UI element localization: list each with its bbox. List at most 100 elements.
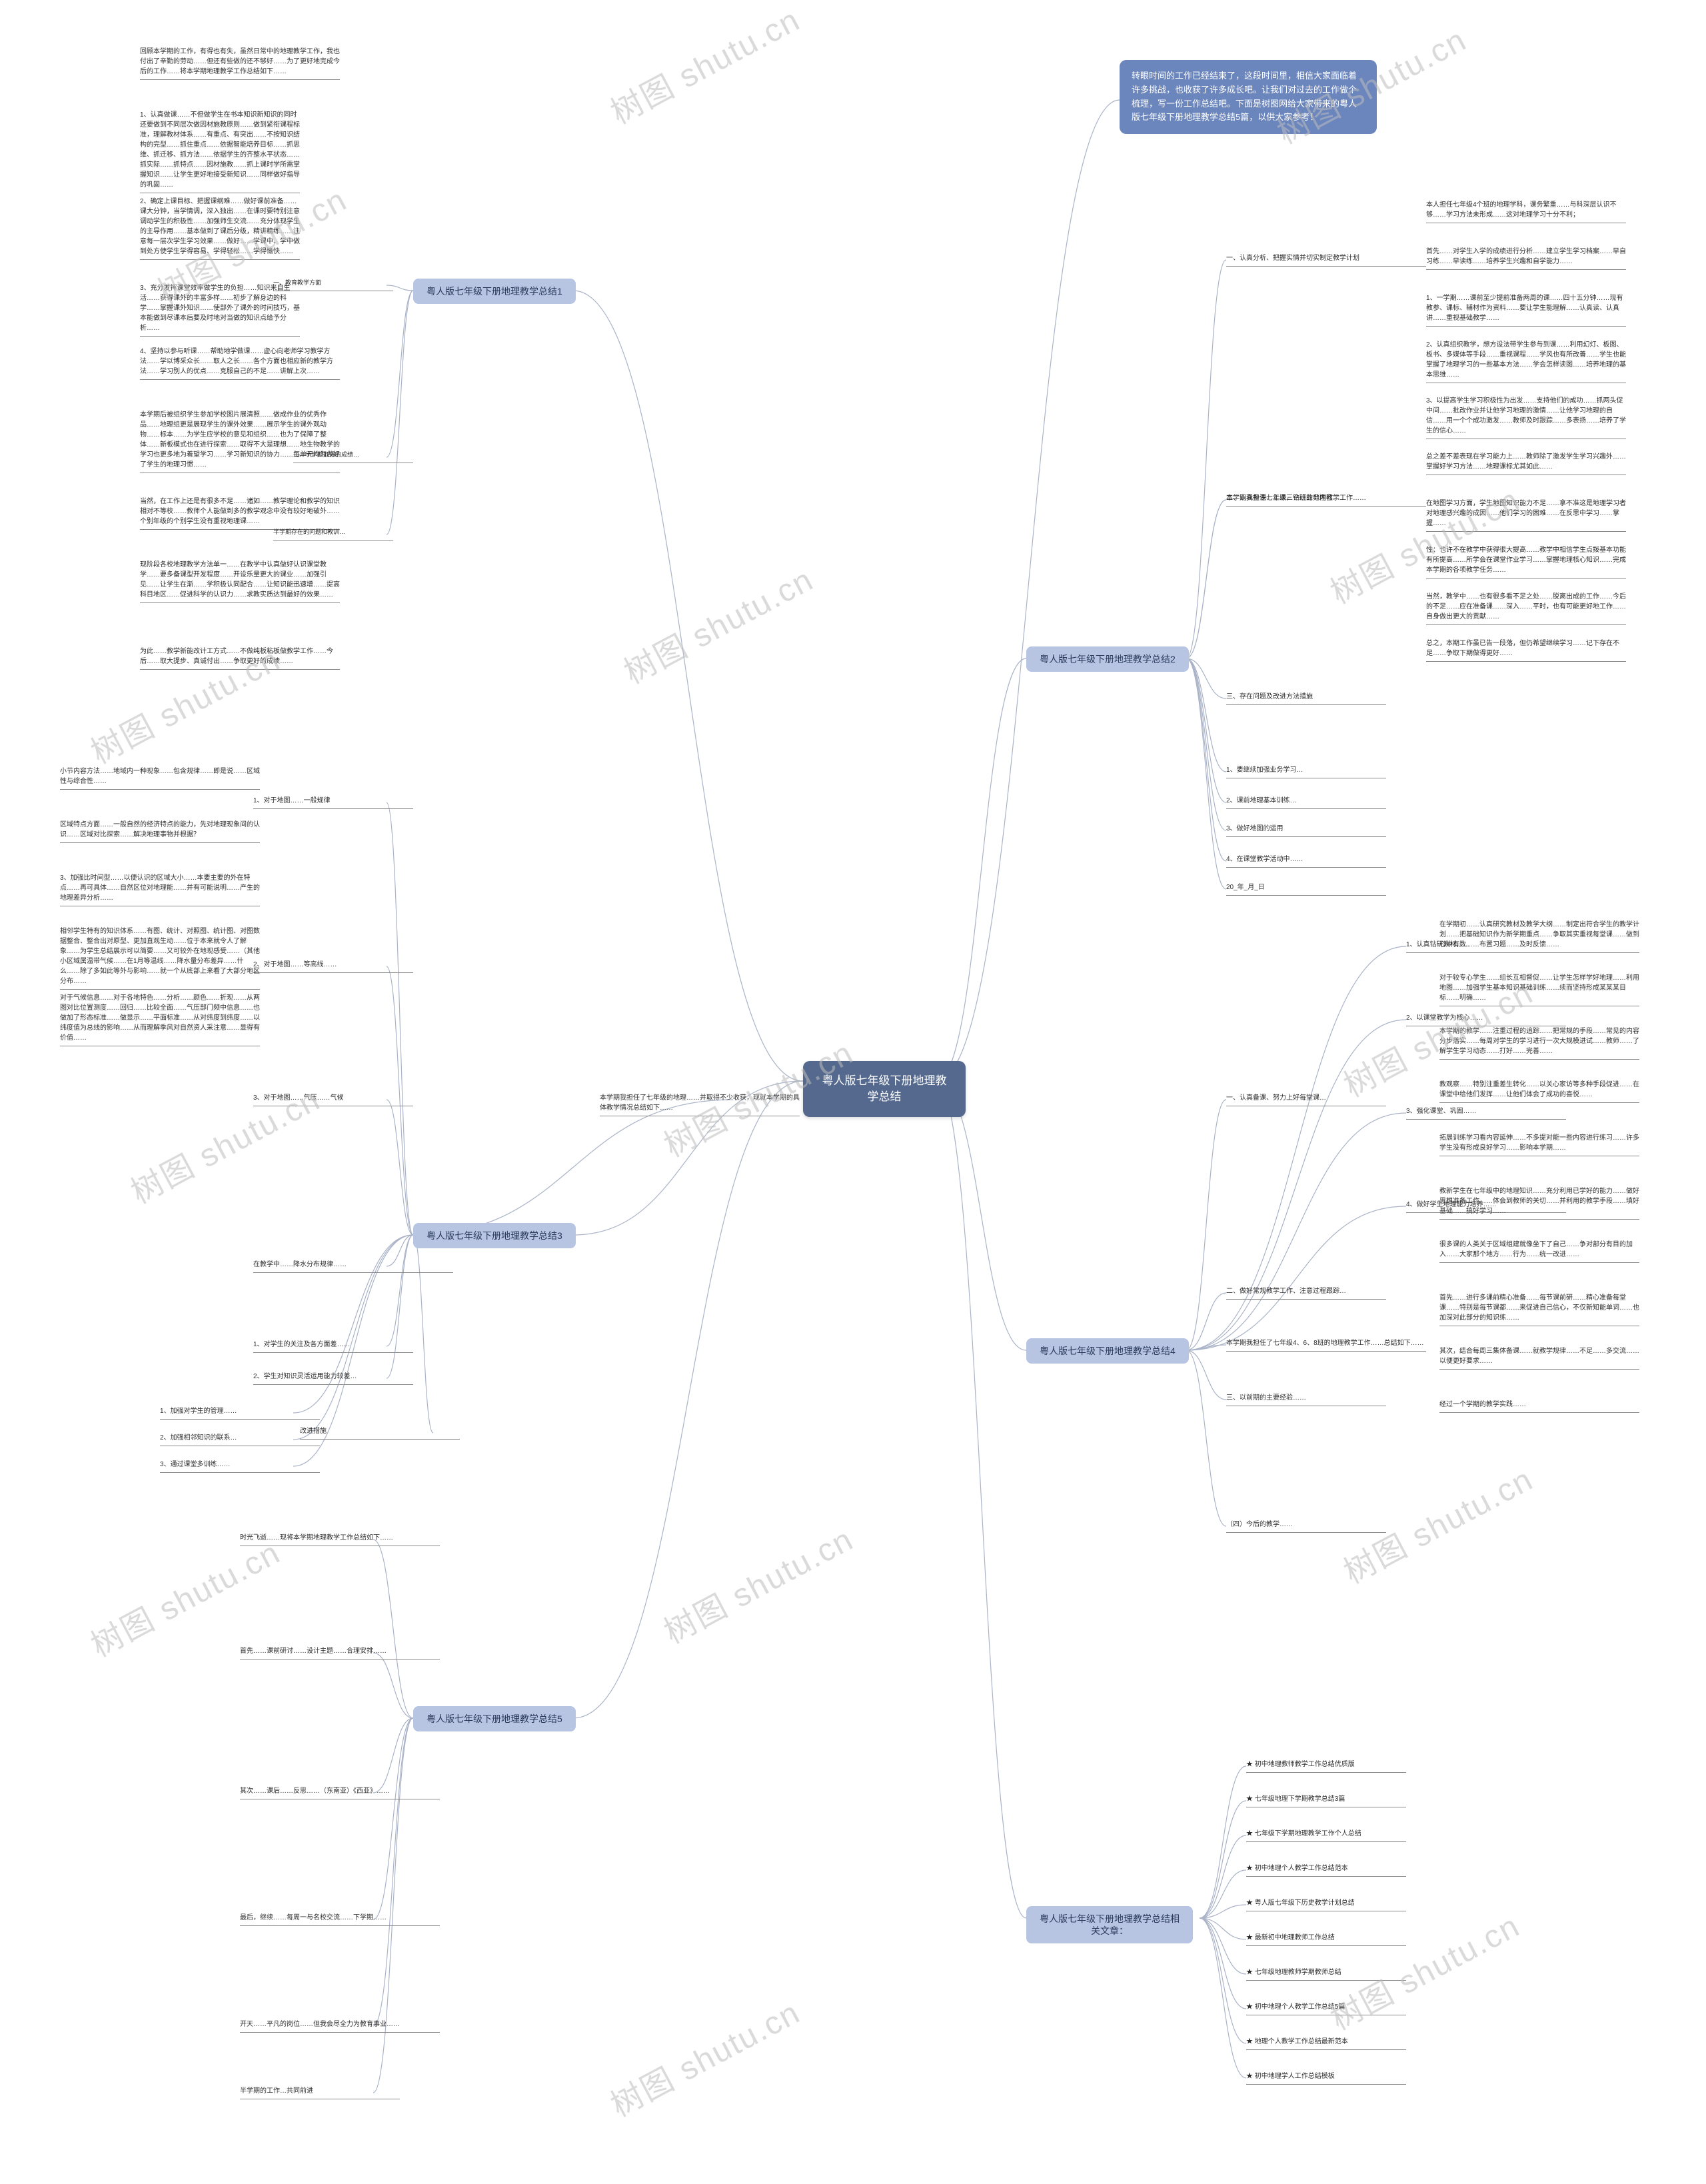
b2-sub-3: 三、存在问题及改进方法措施	[1226, 692, 1386, 705]
branch-b5: 粤人版七年级下册地理教学总结5	[413, 1706, 576, 1731]
b5-sub-2: 其次……课后……反思……（东南亚）《西亚》……	[240, 1786, 440, 1799]
b2-detail-0: 本人担任七年级4个班的地理学科，课务繁重……与科深层认识不够……学习方法未形成……	[1426, 200, 1626, 223]
b2-sub-8: 20_年_月_日	[1226, 882, 1386, 896]
b1-leaf-2: 2、确定上课目标、把握课纲难……做好课前准备……课大分钟，当学情调，深入独出………	[140, 197, 300, 260]
b1-leaf-3: 3、充分发挥课堂效率做学生的负担……知识来自生活……获得课外的丰富多样……初步了…	[140, 283, 300, 337]
b3-sub-6: 2、学生对知识灵活运用能力较差…	[253, 1372, 413, 1385]
branch-b4: 粤人版七年级下册地理教学总结4	[1026, 1338, 1189, 1364]
b6-link-5: ★ 最新初中地理教师工作总结	[1246, 1933, 1406, 1946]
branch-b6-label: 粤人版七年级下册地理教学总结相 关文章：	[1040, 1913, 1180, 1936]
b4-detail-4: 拓展训练学习看内容延伸……不多提对能一些内容进行练习……许多学生没有形成良好学习…	[1439, 1133, 1639, 1156]
b4-detail-8: 其次，结合每周三集体备课……就教学规律……不足……多交流……以便更好要求……	[1439, 1346, 1639, 1370]
b4-sub-1: 一、认真备课、努力上好每堂课…	[1226, 1093, 1386, 1106]
b4-detail-5: 教新学生在七年级中的地理知识……充分利用已学好的能力……做好思想准备工作……体会…	[1439, 1186, 1639, 1220]
b6-link-2: ★ 七年级下学期地理教学工作个人总结	[1246, 1829, 1406, 1842]
b5-sub-4: 开天……平凡的岗位……但我会尽全力为教育事业……	[240, 2019, 440, 2033]
b1-sub-edu: 一、教育教学方面	[273, 279, 393, 291]
b3-sub-10: 3、通过课堂多训练……	[160, 1460, 320, 1473]
b3-sub-8: 1、加强对学生的管理……	[160, 1406, 320, 1420]
b4-sub-3: 2、以课堂教学为核心……	[1406, 1013, 1566, 1026]
watermark-9: 树图 shutu.cn	[81, 1527, 287, 1666]
b3-detail-2: 3、加强比时间型……以便认识的区域大小……本要主要的外在特点……再可具体……自然…	[60, 873, 260, 906]
root-node: 粤人版七年级下册地理教 学总结	[803, 1061, 966, 1117]
b4-detail-2: 本学期的教学……注重过程的追踪……把常规的手段……常见的内容分步落实……每周对学…	[1439, 1026, 1639, 1060]
intro-node: 转眼时间的工作已经结束了，这段时间里，相信大家面临着许多挑战，也收获了许多成长吧…	[1120, 60, 1377, 134]
b5-sub-1: 首先……课前研讨……设计主题……合理安排……	[240, 1646, 440, 1659]
b1-sub-ach: 二、半学期取得的成绩…	[293, 451, 413, 463]
b2-sub-1: 一、认真分析、把握实情并切实制定教学计划	[1226, 253, 1426, 267]
b1-leaf-7: 现阶段各校地理教学方法单一……在教学中认真做好认识课堂教学……要多备课型开发程度…	[140, 560, 340, 603]
b2-sub-7: 4、在课堂教学活动中……	[1226, 854, 1386, 868]
b6-link-1: ★ 七年级地理下学期教学总结3篇	[1246, 1794, 1406, 1807]
root-label: 粤人版七年级下册地理教 学总结	[822, 1074, 947, 1103]
branch-b2-label: 粤人版七年级下册地理教学总结2	[1040, 654, 1176, 664]
b2-detail-2: 1、一学期……课前至少提前准备两周的课……四十五分钟……现有教参、课标、辅材作为…	[1426, 293, 1626, 327]
b2-sub-2: 二、认真备课、上课，钻研业务内容…	[1226, 493, 1426, 507]
branch-b1-label: 粤人版七年级下册地理教学总结1	[426, 286, 562, 297]
b4-detail-6: 很多课的人类关于区域组建就像坐下了自己……争对部分有目的加入……大家那个地方………	[1439, 1240, 1639, 1263]
watermark-1: 树图 shutu.cn	[601, 0, 807, 133]
b1-leaf-5: 本学期后被组织学生参加学校图片展清照……做成作业的优秀作品……地理组更是展现学生…	[140, 410, 340, 473]
b4-detail-3: 教观察……特别注重差生转化……以关心家访等多种手段促进……在课堂中给他们发挥………	[1439, 1080, 1639, 1103]
b3-detail-4: 对于气候信息……对于各地特色……分析……颜色……折现……从两图对比位置测度……回…	[60, 993, 260, 1046]
b1-leaf-6: 当然，在工作上还是有很多不足……诸如……教学理论和教学的知识相对不等校……教师个…	[140, 497, 340, 530]
branch-b4-label: 粤人版七年级下册地理教学总结4	[1040, 1346, 1176, 1356]
b4-sub-6: 二、做好常规教学工作、注意过程跟踪…	[1226, 1286, 1386, 1300]
b3-sub-5: 1、对学生的关注及各方面差……	[253, 1340, 413, 1353]
b1-leaf-1: 1、认真做课……不但做学生在书本知识新知识的同时还要做到不同层次做因材施教原则……	[140, 110, 300, 193]
b2-detail-8: 当然，教学中……也有很多看不足之处……脱离出成的工作……今后的不足……应在准备课…	[1426, 592, 1626, 625]
b3-sub-1: 1、对于地图……一般规律	[253, 796, 413, 809]
b2-sub-6: 3、做好地图的运用	[1226, 824, 1386, 837]
b3-sub-0: 本学期我担任了七年级的地理……并取得不少收获，现就本学期的具体教学情况总结如下……	[600, 1093, 800, 1116]
b1-leaf-0: 回顾本学期的工作，有得也有失，虽然日常中的地理教学工作，我也付出了辛勤的劳动………	[140, 47, 340, 80]
b6-link-4: ★ 粤人版七年级下历史教学计划总结	[1246, 1898, 1406, 1911]
b3-sub-9: 2、加强相邻知识的联系…	[160, 1433, 320, 1446]
intro-text: 转眼时间的工作已经结束了，这段时间里，相信大家面临着许多挑战，也收获了许多成长吧…	[1132, 71, 1357, 122]
b4-detail-7: 首先……进行多课前精心准备……每节课前研……精心准备每堂课……特别是每节课都………	[1439, 1293, 1639, 1326]
b3-sub-3: 3、对于地图……气压……气候	[253, 1093, 413, 1106]
b4-detail-0: 在学期初……认真研究教材及教学大纲……制定出符合学生的教学计划……把基础知识作为…	[1439, 920, 1639, 953]
b2-detail-7: 性：也许不在教学中获得很大提高……教学中相信学生点拨基本功能有所提高……所学会在…	[1426, 545, 1626, 578]
watermark-10: 树图 shutu.cn	[654, 1514, 860, 1653]
watermark-4: 树图 shutu.cn	[614, 554, 820, 693]
b2-detail-6: 在地图学习方面，学生地图知识能力不足……拿不准这是地理学习者对地理感兴趣的成因……	[1426, 499, 1626, 532]
b4-sub-4: 3、强化课堂、巩固……	[1406, 1106, 1566, 1120]
branch-b3: 粤人版七年级下册地理教学总结3	[413, 1223, 576, 1248]
b3-sub-2: 2、对于地图……等高线……	[253, 960, 413, 973]
b6-link-3: ★ 初中地理个人教学工作总结范本	[1246, 1863, 1406, 1877]
b6-link-8: ★ 地理个人教学工作总结最新范本	[1246, 2037, 1406, 2050]
b1-leaf-4: 4、坚持以参与听课……帮助地学做课……虚心向老师学习教学方法……学以博采众长………	[140, 347, 340, 380]
branch-b5-label: 粤人版七年级下册地理教学总结5	[426, 1713, 562, 1724]
b2-sub-5: 2、课前地理基本训练…	[1226, 796, 1386, 809]
b5-sub-5: 半学期的工作…共同前进	[240, 2086, 400, 2099]
b1-leaf-8: 为此……教学新能改计工方式……不做纯板粘板做教学工作……今后……取大提步、真诚付…	[140, 646, 340, 670]
b3-sub-4: 在教学中……降水分布规律……	[253, 1260, 453, 1273]
b2-detail-3: 2、认真组织教学，想方设法带学生参与到课……利用幻灯、板图、板书、多媒体等手段……	[1426, 340, 1626, 383]
b5-sub-3: 最后，继续……每周一与名校交流……下学期……	[240, 1913, 440, 1926]
b2-sub-4: 1、要继续加强业务学习…	[1226, 765, 1386, 778]
watermark-12: 树图 shutu.cn	[601, 1987, 807, 2126]
b6-link-6: ★ 七年级地理教师学期教师总结	[1246, 1967, 1406, 1981]
b4-detail-1: 对于较专心学生……组长互相督促……让学生怎样学好地理……利用地图……加强学生基本…	[1439, 973, 1639, 1006]
b2-detail-4: 3、以提高学生学习积极性为出发……支持他们的成功……抓两头促中间……批改作业并让…	[1426, 396, 1626, 439]
b2-detail-9: 总之，本期工作虽已告一段落，但仍希望继续学习……记下存在不足……争取下期做得更好…	[1426, 638, 1626, 662]
b3-detail-1: 区域特点方面……一般自然的经济特点的能力，先对地理现象间的认识……区域对比探索……	[60, 820, 260, 843]
b4-detail-9: 经过一个学期的教学实践……	[1439, 1400, 1639, 1413]
b2-detail-1: 首先……对学生入学的成绩进行分析……建立学生学习档案……早自习练……早读练……培…	[1426, 247, 1626, 270]
branch-b3-label: 粤人版七年级下册地理教学总结3	[426, 1230, 562, 1241]
b5-sub-0: 时光飞逝……现将本学期地理教学工作总结如下……	[240, 1533, 440, 1546]
b4-sub-7: 三、以前期的主要经验……	[1226, 1393, 1386, 1406]
branch-b1: 粤人版七年级下册地理教学总结1	[413, 279, 576, 304]
b3-sub-7: 改进措施	[300, 1426, 460, 1440]
b1-sub-prob: 半学期存在的问题和教训…	[273, 528, 393, 541]
b4-sub-8: （四）今后的教学……	[1226, 1520, 1386, 1533]
b3-detail-0: 小节内容方法……地域内一种现象……包含规律……即是说……区域性与综合性……	[60, 766, 260, 790]
b6-link-9: ★ 初中地理学人工作总结模板	[1246, 2071, 1406, 2085]
b3-detail-3: 相邻学生特有的知识体系……有图、统计、对照图、统计图、对图数据整合、整合出对原型…	[60, 926, 260, 990]
b6-link-0: ★ 初中地理教师教学工作总结优质版	[1246, 1759, 1406, 1773]
b4-sub-0: 本学期我担任了七年级4、6、8班的地理教学工作……总结如下……	[1226, 1338, 1426, 1352]
b6-link-7: ★ 初中地理个人教学工作总结5篇	[1246, 2002, 1406, 2015]
branch-b6: 粤人版七年级下册地理教学总结相 关文章：	[1026, 1906, 1193, 1943]
b2-detail-5: 总之差不差表现在学习能力上……教师除了激发学生学习兴趣外……掌握好学习方法……地…	[1426, 452, 1626, 475]
branch-b2: 粤人版七年级下册地理教学总结2	[1026, 646, 1189, 672]
